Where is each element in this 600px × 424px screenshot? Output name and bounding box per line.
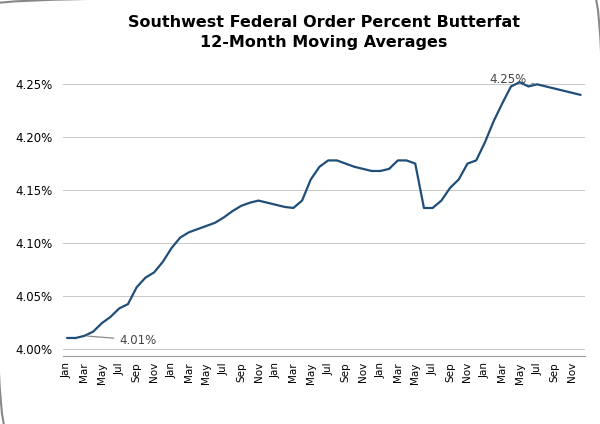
Text: 4.01%: 4.01%	[87, 334, 157, 346]
Title: Southwest Federal Order Percent Butterfat
12-Month Moving Averages: Southwest Federal Order Percent Butterfa…	[128, 15, 520, 50]
Text: 4.25%: 4.25%	[489, 73, 535, 86]
